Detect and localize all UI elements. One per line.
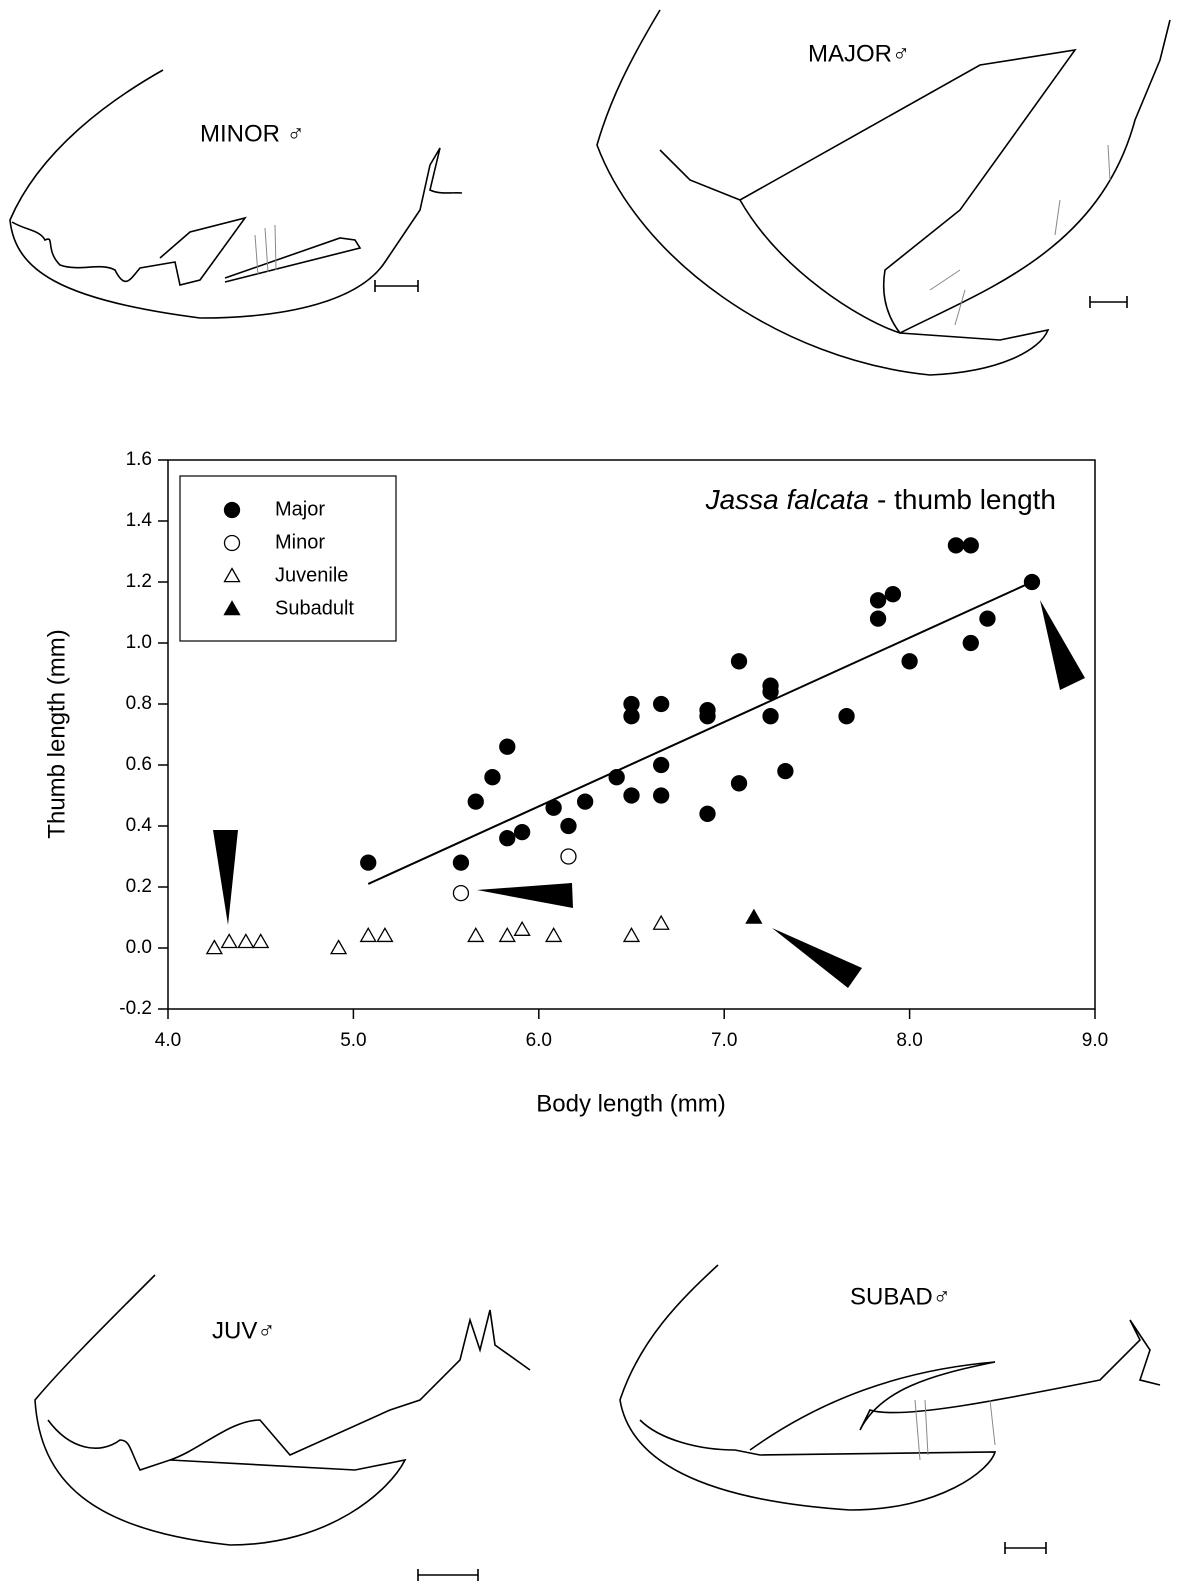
legend-label: Subadult — [275, 597, 354, 619]
point — [252, 933, 270, 949]
point — [901, 653, 918, 670]
point — [623, 708, 640, 725]
point — [869, 610, 887, 627]
legend-label: Minor — [275, 531, 325, 553]
y-tick-label: 0.6 — [126, 754, 152, 775]
y-tick-label: 0.2 — [126, 876, 152, 897]
legend-marker — [223, 501, 241, 519]
x-tick-label: 6.0 — [526, 1030, 552, 1051]
chart: Jassa falcata - thumb length Body length … — [43, 459, 1096, 1117]
x-tick-label: 4.0 — [155, 1030, 181, 1051]
point — [623, 787, 640, 804]
y-tick-label: 0.0 — [126, 937, 152, 958]
point — [498, 926, 516, 943]
point — [452, 884, 470, 902]
y-tick-label: 0.4 — [126, 815, 153, 836]
point — [608, 769, 625, 786]
point — [484, 769, 501, 786]
point — [467, 926, 485, 943]
point — [962, 634, 979, 652]
point — [962, 537, 979, 554]
y-tick-label: 1.6 — [126, 449, 152, 470]
pointers — [213, 600, 1085, 988]
panel-label: MAJOR♂ — [808, 40, 910, 67]
point — [220, 933, 238, 949]
y-tick-label: 0.8 — [126, 693, 152, 714]
minor-sketch — [9, 69, 463, 319]
point — [699, 805, 716, 822]
point — [467, 793, 484, 810]
point — [1023, 573, 1041, 591]
point — [762, 708, 779, 725]
point — [359, 926, 377, 943]
y-tick-label: 1.0 — [126, 632, 152, 653]
x-tick-label: 9.0 — [1082, 1030, 1108, 1051]
title-species: Jassa falcata — [705, 484, 869, 515]
point — [869, 592, 887, 609]
y-tick-label: -0.2 — [119, 998, 152, 1019]
point — [545, 926, 563, 943]
panel-label: SUBAD♂ — [850, 1283, 951, 1310]
legend-marker — [223, 600, 241, 616]
title-text: - thumb length — [877, 484, 1056, 515]
point — [237, 933, 255, 949]
point — [513, 920, 531, 936]
point — [777, 762, 794, 780]
point — [730, 775, 748, 792]
point — [376, 926, 394, 943]
juv-sketch — [34, 1274, 531, 1581]
point — [360, 854, 377, 871]
y-tick-label: 1.4 — [126, 510, 153, 531]
subad-sketch — [619, 1264, 1161, 1554]
major-sketch — [596, 9, 1171, 376]
point — [205, 939, 223, 955]
panel-label: MINOR ♂ — [200, 120, 305, 147]
legend-label: Juvenile — [275, 564, 348, 586]
point — [730, 653, 748, 670]
plot-frame — [167, 459, 1096, 1010]
fit-line — [367, 581, 1033, 885]
point — [652, 914, 670, 930]
y-tick-label: 1.2 — [126, 571, 152, 592]
point — [329, 939, 348, 955]
legend-box — [179, 475, 397, 642]
point — [979, 610, 996, 627]
chart-title: Jassa falcata - thumb length — [705, 484, 1056, 515]
panel-label: JUV♂ — [212, 1317, 275, 1344]
legend-label: Major — [275, 498, 325, 520]
point — [560, 817, 577, 835]
point — [838, 708, 855, 725]
point — [653, 756, 670, 774]
point — [745, 908, 763, 924]
y-axis-label: Thumb length (mm) — [43, 629, 70, 838]
x-tick-label: 5.0 — [340, 1030, 366, 1051]
point — [452, 854, 470, 871]
point — [653, 695, 670, 713]
legend-marker — [223, 534, 241, 552]
point — [499, 738, 516, 755]
point — [499, 830, 516, 847]
point — [947, 537, 965, 554]
point — [560, 848, 577, 865]
point — [545, 799, 562, 816]
point — [513, 823, 531, 841]
point — [699, 708, 716, 725]
point — [653, 787, 670, 804]
point — [762, 683, 779, 700]
x-tick-label: 8.0 — [896, 1030, 922, 1051]
point — [884, 586, 902, 603]
x-tick-label: 7.0 — [711, 1030, 737, 1051]
x-axis-label: Body length (mm) — [536, 1090, 725, 1117]
point — [577, 793, 594, 810]
point — [622, 926, 641, 943]
legend-marker — [223, 567, 241, 583]
